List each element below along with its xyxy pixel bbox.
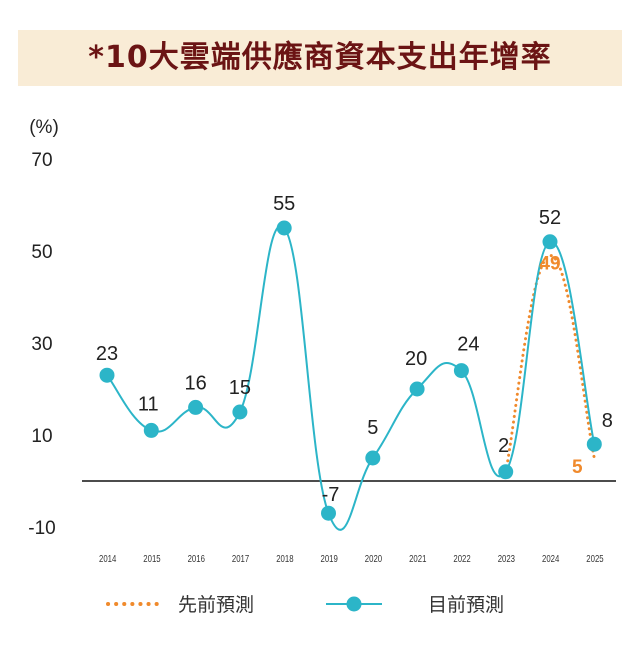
data-label-current: 52	[539, 207, 561, 229]
data-label-current: -7	[322, 484, 340, 506]
y-tick-label: 10	[31, 426, 52, 447]
x-tick-label: 2023	[498, 553, 515, 564]
series-line-current-forecast	[106, 224, 596, 531]
y-tick-label: 50	[31, 242, 52, 263]
data-label-previous: 49	[539, 254, 560, 275]
data-label-current: 23	[96, 343, 118, 365]
data-point-current	[232, 404, 248, 420]
chart-title: *10大雲端供應商資本支出年增率	[88, 40, 552, 75]
data-label-current: 11	[138, 393, 159, 415]
data-point-current	[276, 220, 292, 236]
x-tick-label: 2018	[276, 553, 293, 564]
data-point-current	[99, 367, 115, 383]
x-tick-label: 2021	[409, 553, 426, 564]
data-label-current: 55	[273, 193, 295, 215]
x-tick-label: 2025	[586, 553, 603, 564]
y-tick-label: -10	[28, 518, 55, 539]
legend-swatch-current-marker	[346, 596, 362, 612]
x-tick-label: 2020	[365, 553, 382, 564]
x-tick-label: 2024	[542, 553, 559, 564]
data-point-current	[409, 381, 425, 397]
y-axis-unit: (%)	[29, 117, 59, 138]
x-tick-label: 2016	[188, 553, 205, 564]
data-point-current	[498, 464, 514, 480]
data-label-current: 2	[498, 435, 509, 457]
x-tick-label: 2015	[143, 553, 160, 564]
series-line-previous-forecast	[504, 254, 596, 474]
data-point-current	[321, 505, 336, 521]
data-point-current	[586, 436, 602, 452]
data-label-current: 5	[367, 417, 378, 439]
data-label-previous: 5	[572, 457, 583, 478]
x-tick-label: 2019	[320, 553, 337, 564]
data-label-current: 20	[405, 348, 427, 370]
x-tick-label: 2014	[99, 553, 116, 564]
title-band	[18, 30, 622, 86]
y-tick-label: 30	[31, 334, 52, 355]
legend-label-current: 目前預測	[428, 594, 504, 616]
data-point-current	[188, 399, 204, 415]
data-label-current: 16	[184, 372, 206, 394]
data-label-current: 8	[602, 410, 613, 432]
x-tick-label: 2017	[232, 553, 249, 564]
data-point-current	[365, 450, 381, 466]
y-tick-label: 70	[31, 150, 52, 171]
data-label-current: 15	[229, 377, 251, 399]
data-point-current	[453, 363, 469, 379]
legend-label-previous: 先前預測	[178, 594, 254, 616]
data-label-current: 24	[457, 334, 479, 356]
data-point-current	[542, 234, 558, 250]
x-tick-label: 2022	[453, 553, 470, 564]
data-point-current	[143, 422, 159, 438]
